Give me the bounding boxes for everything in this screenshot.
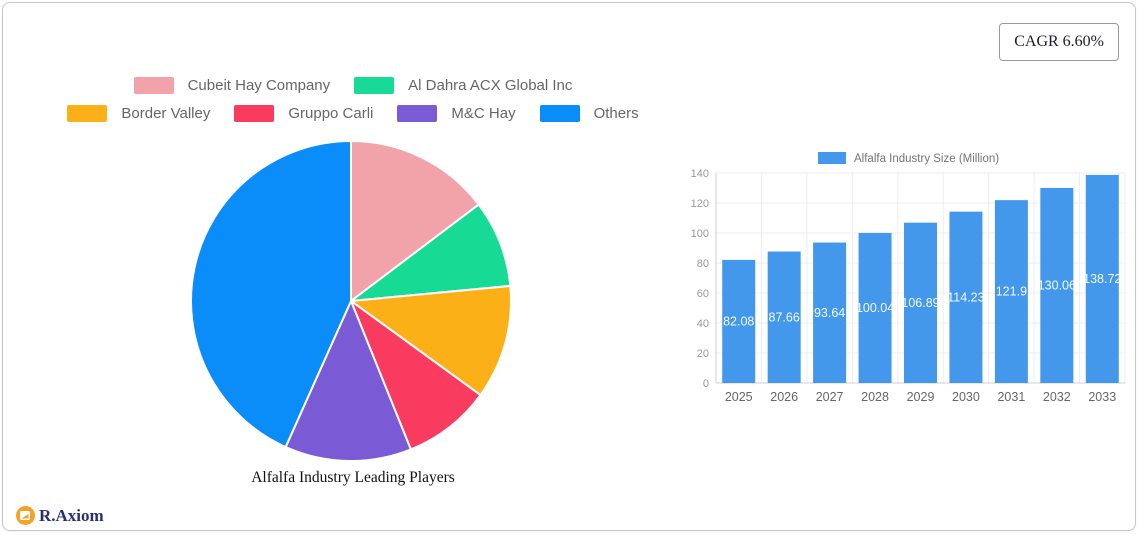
legend-swatch	[539, 105, 580, 122]
y-axis-tick-label: 80	[697, 258, 709, 270]
x-axis-category-label: 2026	[770, 390, 798, 404]
legend-item-m-c-hay[interactable]: M&C Hay	[397, 105, 516, 122]
y-axis-tick-label: 40	[697, 318, 709, 330]
legend-row: Cubeit Hay Company Al Dahra ACX Global In…	[133, 77, 572, 94]
legend-label: Border Valley	[121, 105, 211, 122]
bar-2030[interactable]	[949, 211, 983, 383]
legend-label: Al Dahra ACX Global Inc	[408, 77, 573, 94]
legend-swatch	[354, 77, 395, 94]
logo-text: R.Axiom	[39, 505, 104, 525]
y-axis-tick-label: 100	[691, 228, 709, 240]
legend-row: Border Valley Gruppo Carli M&C Hay Others	[67, 105, 639, 122]
legend-swatch	[397, 105, 438, 122]
x-axis-category-label: 2027	[816, 390, 844, 404]
bar-value-label: 106.89	[901, 296, 939, 310]
legend-item-al-dahra-acx-global-inc[interactable]: Al Dahra ACX Global Inc	[354, 77, 572, 94]
x-axis-category-label: 2033	[1088, 390, 1116, 404]
y-axis-tick-label: 120	[691, 198, 709, 210]
legend-swatch	[133, 77, 174, 94]
bar-value-label: 87.66	[769, 310, 800, 324]
bar-value-label: 121.9	[996, 285, 1027, 299]
pie-slice-gruppo-carli[interactable]	[350, 300, 482, 451]
x-axis-category-label: 2031	[997, 390, 1025, 404]
bar-2031[interactable]	[994, 200, 1028, 383]
y-axis-tick-label: 140	[691, 168, 709, 180]
legend-item-border-valley[interactable]: Border Valley	[67, 105, 210, 122]
bar-2027[interactable]	[813, 242, 847, 383]
legend-label: M&C Hay	[451, 105, 516, 122]
pie-slice-border-valley[interactable]	[350, 284, 512, 397]
pie-chart-title: Alfalfa Industry Leading Players	[251, 469, 455, 486]
bar-value-label: 93.64	[814, 306, 845, 320]
bar-2033[interactable]	[1085, 174, 1119, 383]
pie-chart-logo-icon	[16, 506, 35, 525]
bar-legend-label: Alfalfa Industry Size (Million)	[854, 153, 999, 165]
bar-value-label: 100.04	[856, 301, 894, 315]
legend-label: Gruppo Carli	[288, 105, 374, 122]
bar-2026[interactable]	[767, 251, 801, 383]
bar-value-label: 114.23	[947, 290, 984, 304]
bar-2032[interactable]	[1040, 187, 1074, 383]
y-axis-tick-label: 20	[697, 348, 709, 360]
bar-value-label: 82.08	[723, 314, 754, 328]
legend-swatch	[67, 105, 108, 122]
x-axis-category-label: 2029	[907, 390, 935, 404]
bar-chart: 0 20 40 60 80 100 120 140 Alfalfa Industry Size …	[691, 152, 1126, 404]
legend-label: Others	[593, 105, 639, 122]
legend-swatch	[234, 105, 275, 122]
bar-legend-swatch[interactable]	[818, 152, 846, 164]
x-axis-category-label: 2032	[1043, 390, 1071, 404]
y-axis-tick-label: 60	[697, 288, 709, 300]
y-axis-tick-label: 0	[703, 378, 709, 390]
pie-slice-m-c-hay[interactable]	[284, 300, 412, 462]
x-axis-category-label: 2025	[725, 390, 753, 404]
pie-chart	[190, 140, 512, 462]
bar-value-label: 130.06	[1038, 278, 1076, 292]
bar-2025[interactable]	[722, 259, 756, 383]
x-axis-category-label: 2030	[952, 390, 980, 404]
legend-label: Cubeit Hay Company	[187, 77, 331, 94]
pie-slice-al-dahra-acx-global-inc[interactable]	[350, 203, 512, 302]
brand-logo: R.Axiom	[15, 505, 104, 526]
pie-slice-cubeit-hay-company[interactable]	[350, 140, 480, 302]
legend-item-others[interactable]: Others	[539, 105, 639, 122]
pie-legend: Cubeit Hay Company Al Dahra ACX Global In…	[3, 77, 703, 122]
pie-slice-others[interactable]	[190, 140, 352, 449]
legend-item-cubeit-hay-company[interactable]: Cubeit Hay Company	[133, 77, 331, 94]
bar-value-label: 138.72	[1083, 272, 1121, 286]
bar-2028[interactable]	[858, 232, 892, 383]
legend-item-gruppo-carli[interactable]: Gruppo Carli	[234, 105, 373, 122]
cagr-badge: CAGR 6.60%	[999, 23, 1119, 61]
x-axis-category-label: 2028	[861, 390, 889, 404]
bar-2029[interactable]	[904, 222, 937, 383]
